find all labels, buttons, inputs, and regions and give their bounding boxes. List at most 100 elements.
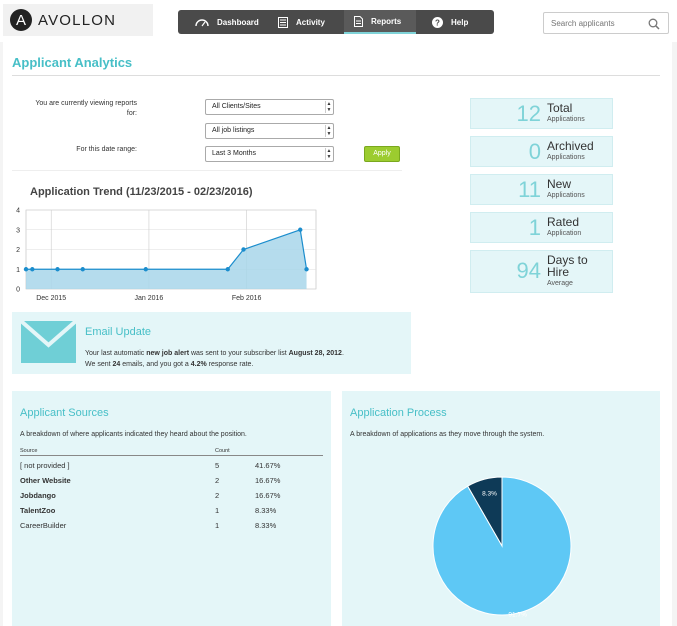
logo-mark: A [10, 9, 32, 31]
nav-reports[interactable]: Reports [344, 10, 416, 34]
search-input[interactable] [544, 13, 648, 34]
source-count-cell: 1 [215, 506, 220, 515]
logo[interactable]: A AVOLLON [3, 4, 153, 36]
source-column-header: Source [20, 448, 38, 454]
job-select-value: All job listings [212, 127, 255, 134]
stat-new-label: New [547, 177, 572, 191]
email-text: emails, and you got a [120, 361, 191, 368]
application-process-description: A breakdown of applications as they move… [350, 431, 545, 438]
stat-days-label2: Hire [547, 265, 570, 279]
email-text: Your last automatic [85, 350, 147, 357]
nav-dashboard-label: Dashboard [217, 17, 259, 27]
data-point [30, 267, 35, 272]
main-content: Applicant Analytics You are currently vi… [3, 42, 672, 626]
process-pie-chart: 8.3% 91.7% [432, 476, 572, 619]
table-header-rule [20, 455, 323, 456]
logo-text: AVOLLON [38, 11, 117, 29]
stat-days-to-hire: 94 Days to Hire Average [470, 250, 613, 293]
search-icon[interactable] [648, 17, 660, 35]
stat-days-label: Days to [547, 253, 588, 267]
date-range-select-value: Last 3 Months [212, 150, 256, 157]
nav-dashboard[interactable]: Dashboard [178, 10, 268, 34]
email-text: response rate. [206, 361, 254, 368]
pie-slice [432, 476, 572, 616]
source-percent-cell: 41.67% [255, 461, 281, 470]
pie-slice-label: 8.3% [482, 490, 497, 497]
job-select[interactable]: All job listings ▲ ▼ [205, 123, 334, 139]
applicant-sources-panel: Applicant Sources A breakdown of where a… [12, 391, 331, 626]
stat-archived-value: 0 [528, 139, 541, 164]
nav-help[interactable]: ? Help [416, 10, 486, 34]
email-text: We sent [85, 361, 113, 368]
stat-rated-sub: Application [547, 230, 582, 237]
main-nav: Dashboard Activity Reports ? Help [178, 10, 494, 34]
stat-total: 12 Total Applications [470, 98, 613, 129]
email-response-rate: 4.2% [190, 361, 207, 368]
email-update-line2: We sent 24 emails, and you got a 4.2% re… [85, 361, 253, 368]
stat-days-sub: Average [547, 280, 573, 287]
search-box [543, 12, 669, 34]
data-point [23, 267, 29, 272]
y-tick-label: 0 [16, 287, 20, 294]
applicant-sources-description: A breakdown of where applicants indicate… [20, 431, 247, 438]
stat-total-value: 12 [516, 101, 541, 126]
data-point [304, 267, 309, 272]
stat-rated-label: Rated [547, 215, 580, 229]
source-percent-cell: 8.33% [255, 521, 277, 530]
email-count: 24 [112, 361, 121, 368]
stat-total-label: Total [547, 101, 573, 115]
y-tick-label: 4 [16, 208, 20, 215]
title-divider [12, 75, 660, 76]
data-point [298, 227, 303, 232]
date-range-select[interactable]: Last 3 Months ▲ ▼ [205, 146, 334, 162]
x-tick-label: Dec 2015 [36, 295, 66, 302]
data-point [80, 267, 85, 272]
application-process-title: Application Process [350, 407, 447, 419]
data-point [241, 247, 246, 252]
source-name-cell: TalentZoo [20, 506, 56, 515]
source-name-cell: CareerBuilder [20, 521, 67, 530]
top-bar: A AVOLLON Dashboard Activity Reports ? [0, 0, 677, 42]
nav-reports-label: Reports [371, 16, 402, 26]
stat-new-value: 11 [518, 177, 541, 202]
source-count-cell: 5 [215, 461, 220, 470]
select-arrows-icon: ▲ ▼ [325, 125, 332, 137]
x-tick-label: Jan 2016 [135, 295, 164, 302]
select-arrows-icon: ▲ ▼ [325, 101, 332, 113]
stat-archived-label: Archived [547, 139, 594, 153]
y-tick-label: 2 [16, 247, 20, 254]
help-icon: ? [432, 16, 443, 28]
stat-days-value: 94 [516, 258, 541, 283]
stat-total-sub: Applications [547, 116, 585, 123]
client-select[interactable]: All Clients/Sites ▲ ▼ [205, 99, 334, 115]
stat-rated-value: 1 [528, 215, 541, 240]
y-tick-label: 3 [16, 227, 20, 234]
stat-new-sub: Applications [547, 192, 585, 199]
applicant-sources-title: Applicant Sources [20, 407, 109, 419]
filter-divider [12, 170, 402, 171]
email-text: . [341, 350, 344, 357]
nav-help-label: Help [451, 17, 469, 27]
pie-slice-label: 91.7% [508, 612, 527, 619]
source-name-cell: Jobdango [20, 491, 56, 500]
nav-activity[interactable]: Activity [268, 10, 344, 34]
date-range-label: For this date range: [76, 146, 137, 153]
stat-rated: 1 Rated Application [470, 212, 613, 243]
trend-chart-title: Application Trend (11/23/2015 - 02/23/20… [30, 186, 253, 198]
source-name-cell: Other Website [20, 476, 71, 485]
email-update-title: Email Update [85, 326, 152, 338]
stat-archived: 0 Archived Applications [470, 136, 613, 167]
document-icon [354, 15, 363, 27]
envelope-icon [21, 321, 76, 363]
trend-chart: 0 1 2 3 4 Dec 2015 Jan 2016 Feb 2016 [16, 208, 317, 302]
apply-button[interactable]: Apply [364, 146, 400, 162]
source-percent-cell: 16.67% [255, 491, 281, 500]
series-area [26, 229, 307, 289]
source-count-cell: 2 [215, 476, 220, 485]
source-count-cell: 1 [215, 521, 220, 530]
viewing-label-line1: You are currently viewing reports [35, 100, 137, 107]
application-process-panel: Application Process A breakdown of appli… [342, 391, 660, 626]
page-title: Applicant Analytics [12, 55, 133, 70]
email-date: August 28, 2012 [288, 350, 342, 357]
client-select-value: All Clients/Sites [212, 103, 261, 110]
